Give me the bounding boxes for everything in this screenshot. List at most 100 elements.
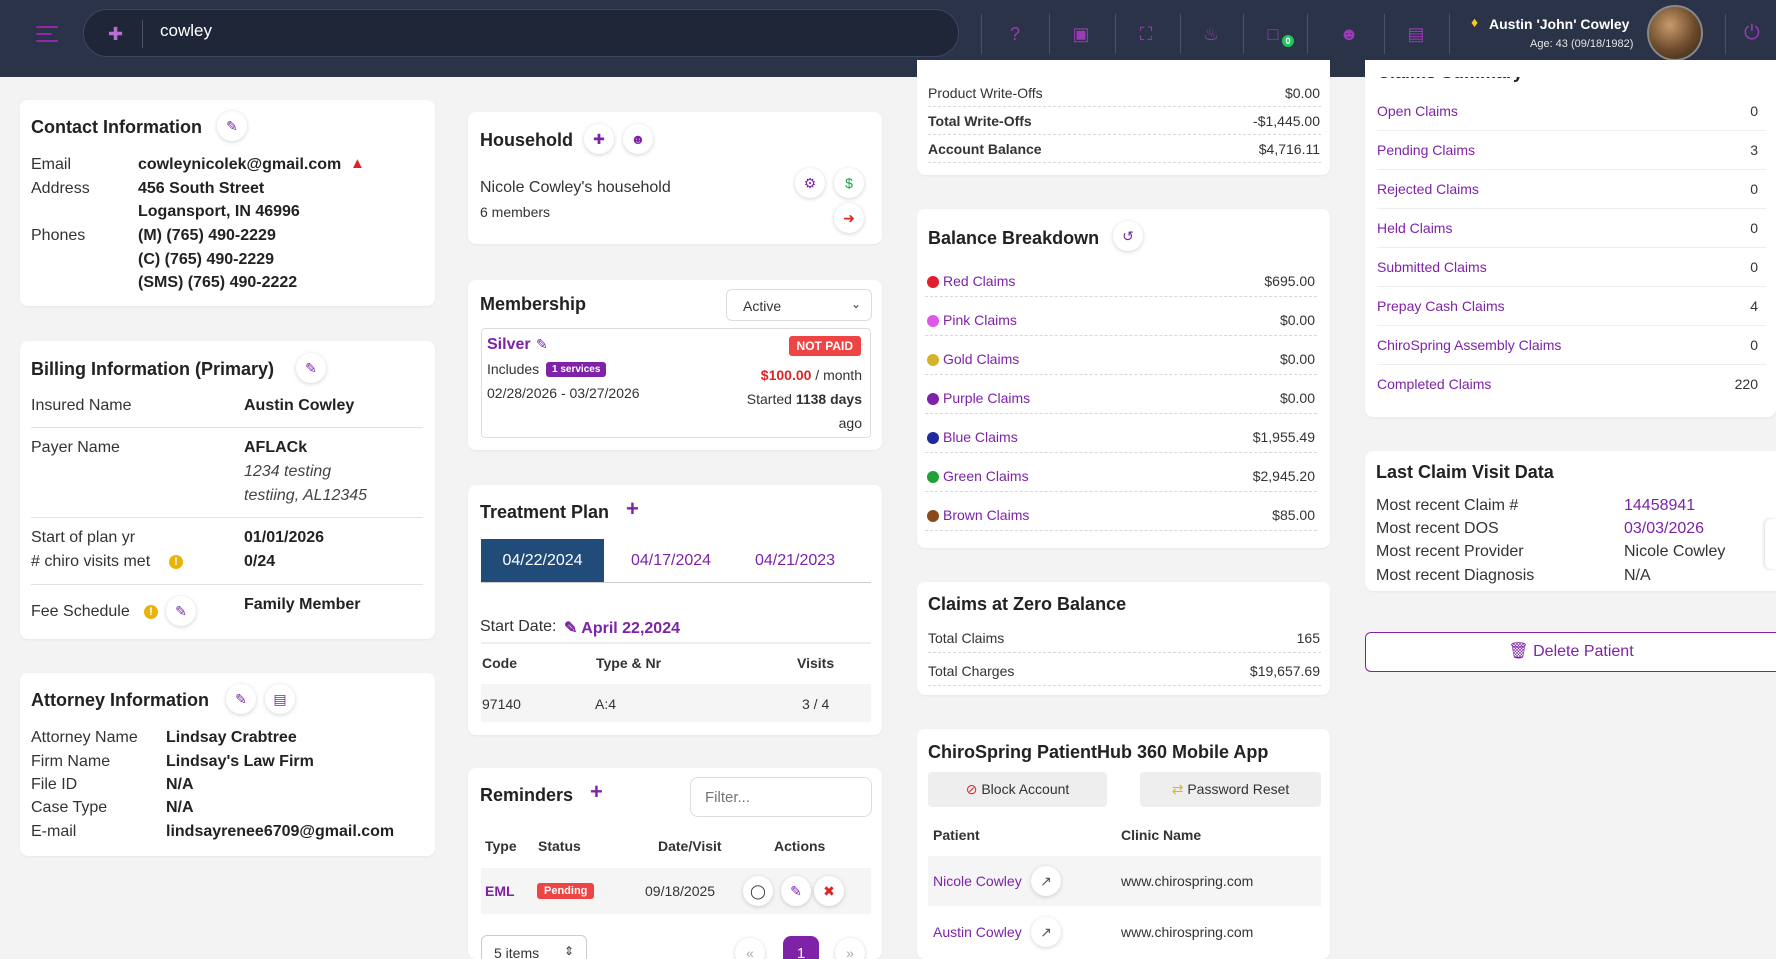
refresh-history-icon[interactable]: ↺: [1113, 221, 1143, 251]
edit-billing-icon[interactable]: ✎: [296, 353, 326, 383]
external-link-icon[interactable]: ↗: [1031, 866, 1061, 896]
provider-value: Nicole Cowley: [1624, 543, 1726, 560]
fullscreen-icon[interactable]: ⛶: [1139, 24, 1153, 44]
edit-contact-icon[interactable]: ✎: [217, 111, 247, 141]
claims-label[interactable]: ChiroSpring Assembly Claims: [1377, 337, 1562, 353]
payer-address2: testiing, AL12345: [244, 487, 368, 504]
document-icon[interactable]: ▤: [1407, 24, 1425, 44]
hamburger-menu-icon[interactable]: [36, 26, 58, 47]
users-icon[interactable]: ☻: [1339, 24, 1359, 44]
claims-label[interactable]: Open Claims: [1377, 103, 1458, 119]
pagination-prev[interactable]: «: [735, 938, 765, 959]
claims-label[interactable]: Completed Claims: [1377, 376, 1492, 392]
claims-count: 0: [1750, 220, 1758, 236]
password-reset-button[interactable]: ⇄ Password Reset: [1140, 772, 1321, 807]
balance-value: $695.00: [1264, 273, 1315, 289]
add-member-icon[interactable]: ✚: [584, 124, 614, 154]
delete-reminder-icon[interactable]: ✖: [814, 876, 844, 906]
claims-label[interactable]: Prepay Cash Claims: [1377, 298, 1505, 314]
household-billing-icon[interactable]: $: [834, 168, 864, 198]
col-type: Type: [485, 838, 517, 854]
household-members-icon[interactable]: ☻: [623, 124, 653, 154]
color-dot-icon: [927, 315, 939, 327]
fee-schedule-label: Fee Schedule: [31, 603, 130, 620]
file-id-label: File ID: [31, 776, 78, 793]
edit-plan-icon[interactable]: ✎: [536, 336, 548, 352]
tab-treatment-1[interactable]: 04/22/2024: [481, 539, 604, 582]
user-avatar[interactable]: [1647, 5, 1703, 61]
block-account-button[interactable]: ⊘ Block Account: [928, 772, 1107, 807]
claims-label[interactable]: Submitted Claims: [1377, 259, 1487, 275]
account-summary-card: Product Write-Offs $0.00 Total Write-Off…: [917, 60, 1330, 175]
power-icon[interactable]: ⏻: [1744, 22, 1760, 44]
claims-label[interactable]: Held Claims: [1377, 220, 1453, 236]
start-date-value: April 22,2024: [581, 620, 680, 637]
claims-summary-title: Claims Summary: [1377, 62, 1524, 82]
balance-label[interactable]: Purple Claims: [943, 390, 1031, 406]
help-icon[interactable]: ?: [1009, 24, 1020, 44]
edit-fee-icon[interactable]: ✎: [166, 596, 196, 626]
user-age: Age: 43 (09/18/1982): [1530, 38, 1634, 50]
gift-icon[interactable]: ▣: [1072, 24, 1090, 44]
billing-card: Billing Information (Primary) ✎ Insured …: [20, 341, 435, 639]
pagination-next[interactable]: »: [835, 938, 865, 959]
patient-link-1[interactable]: Nicole Cowley: [933, 873, 1022, 889]
claims-label[interactable]: Pending Claims: [1377, 142, 1476, 158]
contact-card: Contact Information ✎ Email cowleynicole…: [20, 100, 435, 306]
balance-row: Brown Claims $85.00: [917, 506, 1330, 536]
tab-treatment-2[interactable]: 04/17/2024: [630, 552, 712, 569]
side-drawer-handle[interactable]: [1765, 519, 1776, 569]
attorney-card-icon[interactable]: ▤: [265, 684, 295, 714]
add-treatment-icon[interactable]: +: [626, 496, 639, 521]
add-reminder-icon[interactable]: +: [590, 779, 603, 804]
household-settings-icon[interactable]: ⚙: [795, 168, 825, 198]
balance-label[interactable]: Green Claims: [943, 468, 1029, 484]
membership-plan-box: Silver ✎ Includes 1 services 02/28/2026 …: [481, 328, 871, 438]
patient-link-2[interactable]: Austin Cowley: [933, 924, 1022, 940]
delete-patient-button[interactable]: 🗑 Delete Patient: [1365, 632, 1776, 672]
balance-label[interactable]: Brown Claims: [943, 507, 1030, 523]
membership-status-select[interactable]: Active ⌄: [726, 289, 872, 321]
firm-label: Firm Name: [31, 753, 111, 770]
phone-mobile: (M) (765) 490-2229: [138, 227, 276, 244]
toggle-reminder-icon[interactable]: ◯: [743, 876, 773, 906]
pagination-page-1[interactable]: 1: [783, 936, 819, 959]
reminder-date: 09/18/2025: [645, 883, 716, 899]
user-name[interactable]: Austin 'John' Cowley: [1489, 16, 1630, 32]
claims-summary-card: Claims Summary Open Claims 0 Pending Claim…: [1365, 60, 1776, 417]
not-paid-badge: NOT PAID: [788, 336, 861, 356]
reminders-filter-input[interactable]: [690, 777, 872, 817]
membership-title: Membership: [480, 294, 587, 314]
case-type: N/A: [166, 799, 194, 816]
table-row: Austin Cowley ↗ www.chirospring.com: [928, 907, 1321, 957]
edit-reminder-icon[interactable]: ✎: [781, 876, 811, 906]
leave-household-icon[interactable]: ➜: [834, 203, 864, 233]
membership-card: Membership Active ⌄ Silver ✎ Includes 1 …: [468, 280, 882, 450]
page-size-select[interactable]: 5 items ⇕: [481, 935, 587, 959]
balance-label[interactable]: Red Claims: [943, 273, 1016, 289]
balance-label[interactable]: Blue Claims: [943, 429, 1018, 445]
patient-search-input[interactable]: [160, 21, 860, 41]
color-dot-icon: [927, 393, 939, 405]
balance-label[interactable]: Pink Claims: [943, 312, 1017, 328]
membership-plan[interactable]: Silver: [487, 336, 531, 353]
balance-row: Purple Claims $0.00: [917, 389, 1330, 419]
external-link-icon[interactable]: ↗: [1031, 917, 1061, 947]
balance-row: Blue Claims $1,955.49: [917, 428, 1330, 458]
balance-label[interactable]: Gold Claims: [943, 351, 1020, 367]
add-patient-icon[interactable]: ✚: [108, 24, 124, 44]
claims-label[interactable]: Rejected Claims: [1377, 181, 1479, 197]
notification-bell-icon[interactable]: ♨: [1202, 24, 1220, 44]
tab-treatment-3[interactable]: 04/21/2023: [754, 552, 836, 569]
messages-icon[interactable]: □: [1267, 24, 1279, 44]
phones-label: Phones: [31, 227, 86, 244]
claim-number-label: Most recent Claim #: [1376, 497, 1519, 514]
claims-count: 3: [1750, 142, 1758, 158]
claim-number[interactable]: 14458941: [1624, 497, 1696, 514]
alert-bell-icon: ♦: [1471, 14, 1479, 30]
warning-icon: ▲: [350, 155, 365, 172]
start-date-line[interactable]: ✎ April 22,2024: [564, 620, 680, 637]
dos-value[interactable]: 03/03/2026: [1624, 520, 1705, 537]
edit-attorney-icon[interactable]: ✎: [226, 684, 256, 714]
col-code: Code: [482, 655, 517, 671]
